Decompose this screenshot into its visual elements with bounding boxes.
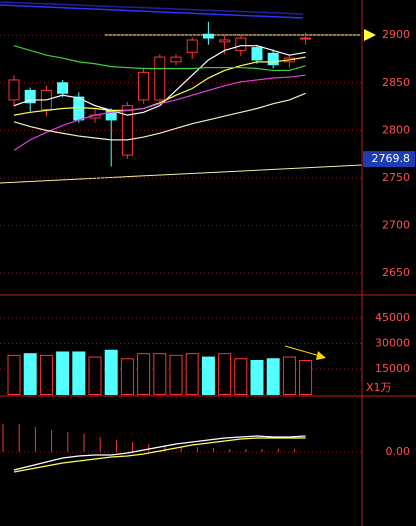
ma-line	[13, 92, 306, 141]
volume-bar	[218, 353, 232, 396]
candle-body	[235, 37, 247, 51]
volume-bar	[282, 356, 296, 395]
volume-bar	[266, 358, 280, 395]
volume-bar	[72, 351, 86, 396]
volume-bar	[56, 351, 70, 396]
candle-body	[251, 47, 263, 61]
y-tick-label: 2650	[382, 266, 410, 279]
candle-body	[154, 56, 166, 101]
candle-body	[138, 71, 150, 101]
volume-bar	[169, 354, 183, 395]
volume-bar	[234, 358, 248, 395]
candle-body	[57, 82, 69, 94]
ma-line	[13, 435, 306, 471]
ma-line	[13, 56, 306, 116]
price-marker-label: 2769.8	[372, 152, 411, 165]
candle-body	[202, 33, 214, 39]
candle-body	[300, 37, 312, 40]
candle-body	[267, 52, 279, 66]
candle-body	[170, 56, 182, 63]
volume-bar	[153, 353, 167, 396]
trend-line	[0, 164, 363, 184]
volume-bar	[23, 353, 37, 396]
volume-bar	[88, 356, 102, 395]
price-marker	[363, 151, 415, 168]
volume-bar	[104, 349, 118, 395]
arrow	[316, 351, 326, 360]
y-tick-label: 2900	[382, 28, 410, 41]
ma-line	[13, 437, 306, 473]
y-tick-label: 30000	[375, 336, 410, 349]
volume-bar	[7, 354, 21, 395]
ma-line	[13, 45, 306, 72]
candle-body	[24, 89, 36, 104]
ma-line	[13, 45, 306, 116]
y-tick-label: 2750	[382, 171, 410, 184]
volume-bar	[201, 356, 215, 395]
volume-bar	[120, 358, 134, 395]
candle-body	[8, 79, 20, 101]
volume-bar	[137, 353, 151, 396]
y-tick-label: 2700	[382, 219, 410, 232]
y-tick-label: 15000	[375, 362, 410, 375]
y-tick-label: 2800	[382, 123, 410, 136]
candle-body	[121, 105, 133, 156]
arrow-line	[284, 345, 321, 357]
candle-body	[73, 96, 85, 121]
unit-label: X1万	[366, 381, 392, 394]
ma-line	[13, 74, 306, 151]
candle-body	[186, 39, 198, 53]
volume-bar	[299, 359, 313, 396]
volume-bar	[185, 353, 199, 396]
y-tick-label: 0.00	[386, 445, 411, 458]
ma-line-long	[0, 4, 304, 19]
plot: 2650 2700 2750 2800 2850 2900 2769.8 15000 30000…	[0, 21, 415, 473]
candle-body	[219, 39, 231, 43]
volume-bar	[250, 359, 264, 396]
ma-line-long	[0, 1, 304, 15]
arrow	[364, 29, 376, 41]
y-tick-label: 45000	[375, 311, 410, 324]
volume-bar	[39, 354, 53, 395]
y-tick-label: 2850	[382, 76, 410, 89]
